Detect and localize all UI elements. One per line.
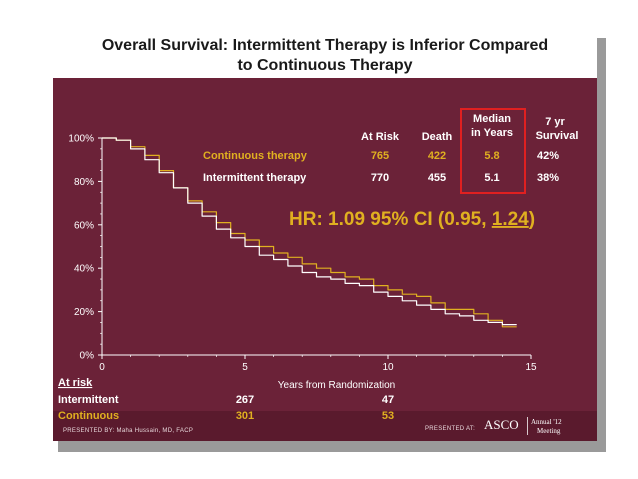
presented-at: PRESENTED AT: xyxy=(425,426,476,432)
header-median: Median xyxy=(473,113,511,125)
footer-band xyxy=(53,411,597,441)
row-median: 5.1 xyxy=(484,172,499,184)
row-death: 455 xyxy=(428,172,446,184)
hr-upper-bound: 1.24 xyxy=(492,209,529,230)
at-risk-row-name: Intermittent xyxy=(58,394,119,406)
hr-text: HR: 1.09 95% CI (0.95, xyxy=(289,209,492,230)
x-axis-label: Years from Randomization xyxy=(278,380,395,391)
header-7yr: 7 yr xyxy=(545,116,565,128)
intermittent-curve xyxy=(102,137,517,326)
row-death: 422 xyxy=(428,150,446,162)
annual-meeting-2: Meeting xyxy=(537,427,561,435)
hazard-ratio: HR: 1.09 95% CI (0.95, 1.24) xyxy=(289,209,535,230)
survival-chart: 0% 20% 40% 60% 80% 100% 0 5 10 15 Years from Rando… xyxy=(58,108,579,422)
at-risk-value: 301 xyxy=(236,410,254,422)
median-highlight-box xyxy=(460,108,526,194)
x-tick-label: 0 xyxy=(99,362,105,373)
y-tick-label: 60% xyxy=(74,220,94,231)
at-risk-row-name: Continuous xyxy=(58,410,119,422)
at-risk-value: 53 xyxy=(382,410,394,422)
header-survival: Survival xyxy=(536,130,579,142)
at-risk-value: 267 xyxy=(236,394,254,406)
slide: Overall Survival: Intermittent Therapy i… xyxy=(53,33,597,441)
title-bar: Overall Survival: Intermittent Therapy i… xyxy=(53,33,597,78)
y-tick-label: 0% xyxy=(80,351,95,362)
row-survival: 42% xyxy=(537,150,559,162)
title-line-1: Overall Survival: Intermittent Therapy i… xyxy=(101,37,549,54)
at-risk-label: At risk xyxy=(58,377,93,389)
header-death: Death xyxy=(422,131,453,143)
row-name: Continuous therapy xyxy=(203,150,308,162)
at-risk-value: 47 xyxy=(382,394,394,406)
x-tick-label: 10 xyxy=(382,362,394,373)
row-at-risk: 770 xyxy=(371,172,389,184)
row-survival: 38% xyxy=(537,172,559,184)
y-tick-label: 20% xyxy=(74,307,94,318)
row-median: 5.8 xyxy=(484,150,499,162)
header-at-risk: At Risk xyxy=(361,131,400,143)
y-tick-label: 40% xyxy=(74,264,94,275)
logo-divider xyxy=(527,417,528,435)
continuous-curve xyxy=(102,137,517,328)
row-name: Intermittent therapy xyxy=(203,172,307,184)
y-tick-label: 100% xyxy=(68,134,94,145)
x-tick-label: 15 xyxy=(525,362,537,373)
x-tick-label: 5 xyxy=(242,362,248,373)
y-tick-label: 80% xyxy=(74,177,94,188)
annual-meeting-1: Annual '12 xyxy=(531,418,562,426)
hr-close: ) xyxy=(529,209,535,230)
asco-logo: ASCO xyxy=(484,417,519,432)
row-at-risk: 765 xyxy=(371,150,389,162)
title-line-2: to Continuous Therapy xyxy=(237,57,413,74)
presented-by: PRESENTED BY: Maha Hussain, MD, FACP xyxy=(63,428,194,434)
header-median-years: in Years xyxy=(471,127,513,139)
